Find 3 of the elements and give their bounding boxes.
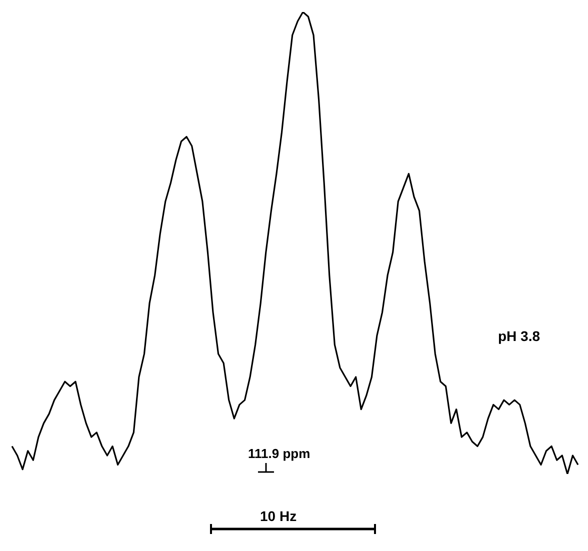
- text: 10 Hz: [260, 508, 297, 524]
- annotation: pH 3.8: [498, 328, 540, 344]
- annotation: 111.9 ppm: [248, 446, 310, 461]
